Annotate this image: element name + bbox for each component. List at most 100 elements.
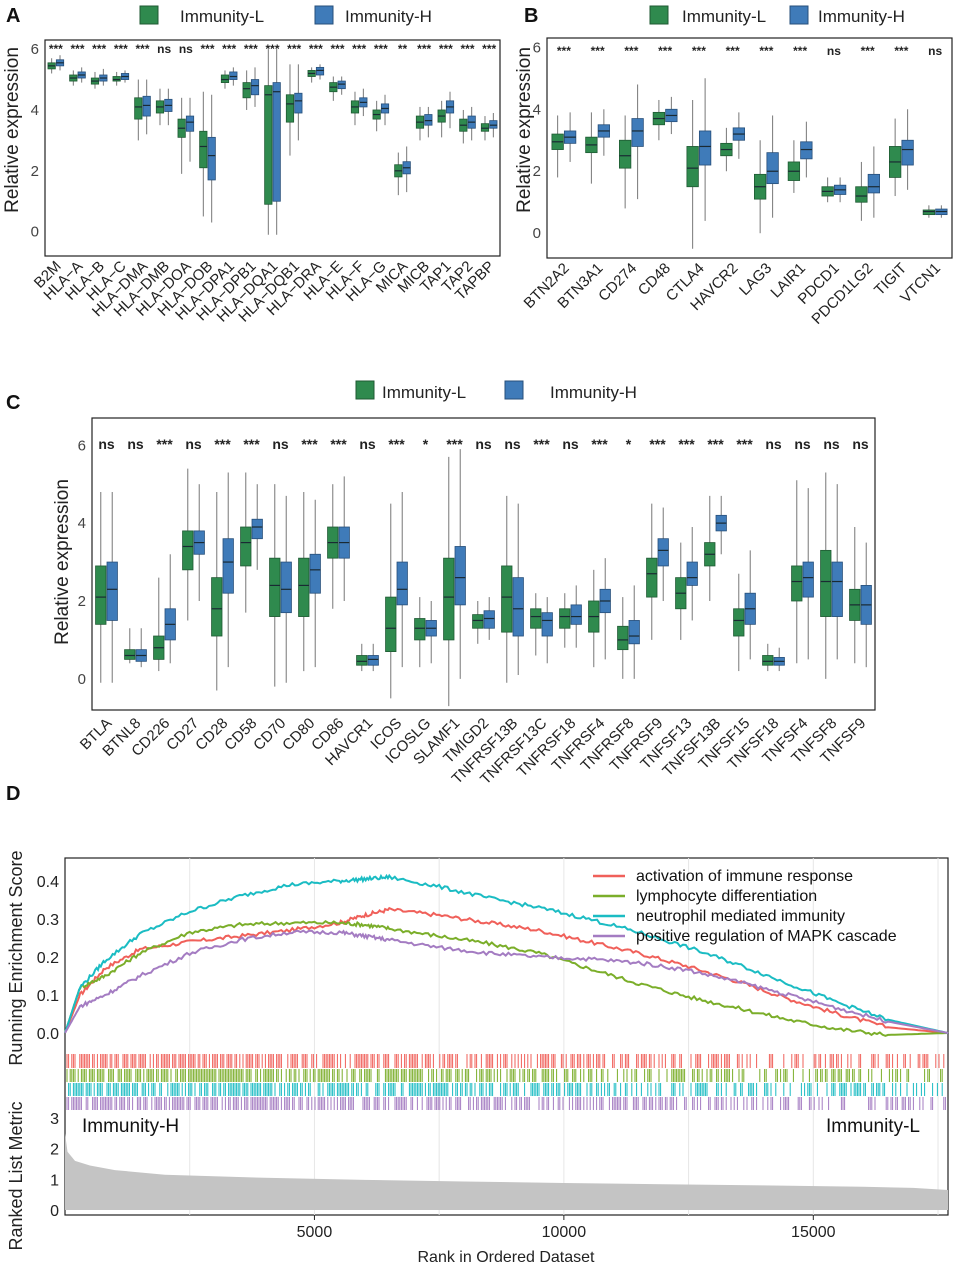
- x-tick-label: CD28: [192, 715, 231, 754]
- box-low-18: [617, 597, 629, 679]
- box-low-11: [922, 205, 936, 218]
- panel-a: A Immunity-L Immunity-H Relative express…: [2, 5, 501, 326]
- significance-label: ***: [446, 436, 463, 452]
- significance-label: ***: [736, 436, 753, 452]
- gsea-legend: activation of immune response lymphocyte …: [593, 868, 897, 945]
- hit-band-3: [66, 1097, 946, 1110]
- rank-y-tick-label: 1: [50, 1172, 59, 1189]
- legend-entry-0: activation of immune response: [636, 868, 853, 885]
- panel-d-frame: [64, 857, 949, 1216]
- y-tick-label: 0: [31, 224, 39, 241]
- box-low-19: [459, 109, 468, 144]
- panel-b: B Immunity-L Immunity-H Relative express…: [514, 5, 953, 328]
- significance-label: ***: [244, 42, 258, 56]
- significance-label: ***: [624, 44, 638, 58]
- box-low-12: [443, 456, 455, 707]
- box-high-20: [686, 527, 698, 621]
- box: [124, 649, 136, 660]
- y-tick-label: 2: [78, 593, 86, 610]
- box: [443, 557, 455, 641]
- panel-a-letter: A: [6, 5, 20, 27]
- significance-label: ***: [200, 42, 214, 56]
- significance-label: ns: [928, 44, 942, 58]
- box-low-7: [787, 140, 801, 193]
- significance-label: ***: [243, 436, 260, 452]
- box-high-6: [766, 115, 779, 218]
- box-high-8: [833, 177, 847, 203]
- significance-label: ***: [439, 42, 453, 56]
- panel-a-frame: [44, 39, 501, 257]
- box-low-0: [47, 58, 56, 74]
- box: [820, 549, 832, 617]
- significance-label: ***: [114, 42, 128, 56]
- box: [106, 561, 118, 621]
- box: [185, 115, 195, 132]
- box-low-3: [182, 468, 194, 621]
- box-low-15: [372, 100, 381, 132]
- y-tick-label: 0: [533, 225, 541, 242]
- box-low-8: [327, 484, 339, 609]
- hit-band-2: [68, 1083, 943, 1096]
- box-high-2: [631, 84, 644, 200]
- significance-label: ***: [222, 42, 236, 56]
- box-low-2: [90, 71, 100, 89]
- box: [220, 74, 230, 83]
- box-low-10: [385, 503, 397, 699]
- significance-label: ***: [557, 44, 571, 58]
- box-low-0: [95, 491, 107, 683]
- box-high-25: [831, 484, 843, 660]
- box-high-13: [337, 76, 346, 95]
- box: [619, 139, 632, 169]
- box-high-0: [563, 112, 577, 162]
- box-high-8: [229, 67, 238, 86]
- box-high-9: [867, 146, 881, 218]
- box: [570, 604, 582, 625]
- legend-entry-1: lymphocyte differentiation: [636, 888, 817, 905]
- label-immunity-h: Immunity-H: [82, 1116, 179, 1137]
- x-tick-label: 5000: [297, 1224, 333, 1241]
- x-tick-label: CD58: [221, 715, 260, 754]
- box-high-14: [512, 503, 524, 675]
- gsea-xlabel: Rank in Ordered Dataset: [418, 1249, 596, 1266]
- es-y-tick-label: 0.1: [37, 988, 59, 1005]
- x-tick-label: CD274: [595, 260, 640, 305]
- label-immunity-l: Immunity-L: [826, 1116, 920, 1137]
- box-low-3: [112, 71, 121, 86]
- box: [559, 608, 571, 629]
- box: [251, 518, 263, 540]
- panel-a-ylabel: Relative expression: [2, 47, 23, 213]
- box-low-10: [264, 49, 273, 235]
- box: [242, 82, 251, 99]
- box: [646, 557, 658, 598]
- hit-band-0: [66, 1054, 945, 1068]
- box: [207, 136, 216, 181]
- box: [294, 92, 303, 114]
- significance-label: ***: [707, 436, 724, 452]
- significance-label: ***: [265, 42, 279, 56]
- box-high-21: [715, 495, 727, 555]
- gsea-rank-ylabel: Ranked List Metric: [6, 1101, 26, 1250]
- box: [698, 130, 712, 166]
- box-high-0: [106, 491, 118, 683]
- box: [385, 596, 397, 652]
- box-high-3: [665, 96, 678, 135]
- box-low-7: [298, 491, 310, 672]
- y-tick-label: 6: [533, 39, 541, 56]
- box-low-12: [307, 67, 316, 83]
- box: [472, 614, 484, 629]
- box-high-1: [135, 628, 147, 668]
- significance-label: ***: [591, 44, 605, 58]
- y-tick-label: 4: [31, 102, 39, 119]
- box-high-19: [657, 507, 669, 601]
- box-low-14: [350, 91, 360, 126]
- legend-swatch-high: [314, 5, 334, 25]
- box: [309, 553, 321, 594]
- box: [800, 141, 813, 160]
- panel-c-letter: C: [6, 392, 20, 414]
- legend-swatch-low: [139, 5, 159, 25]
- significance-label: ns: [98, 436, 115, 452]
- panel-b-legend: Immunity-L Immunity-H: [649, 5, 905, 26]
- box: [686, 561, 698, 586]
- box: [922, 209, 936, 216]
- box: [269, 557, 281, 617]
